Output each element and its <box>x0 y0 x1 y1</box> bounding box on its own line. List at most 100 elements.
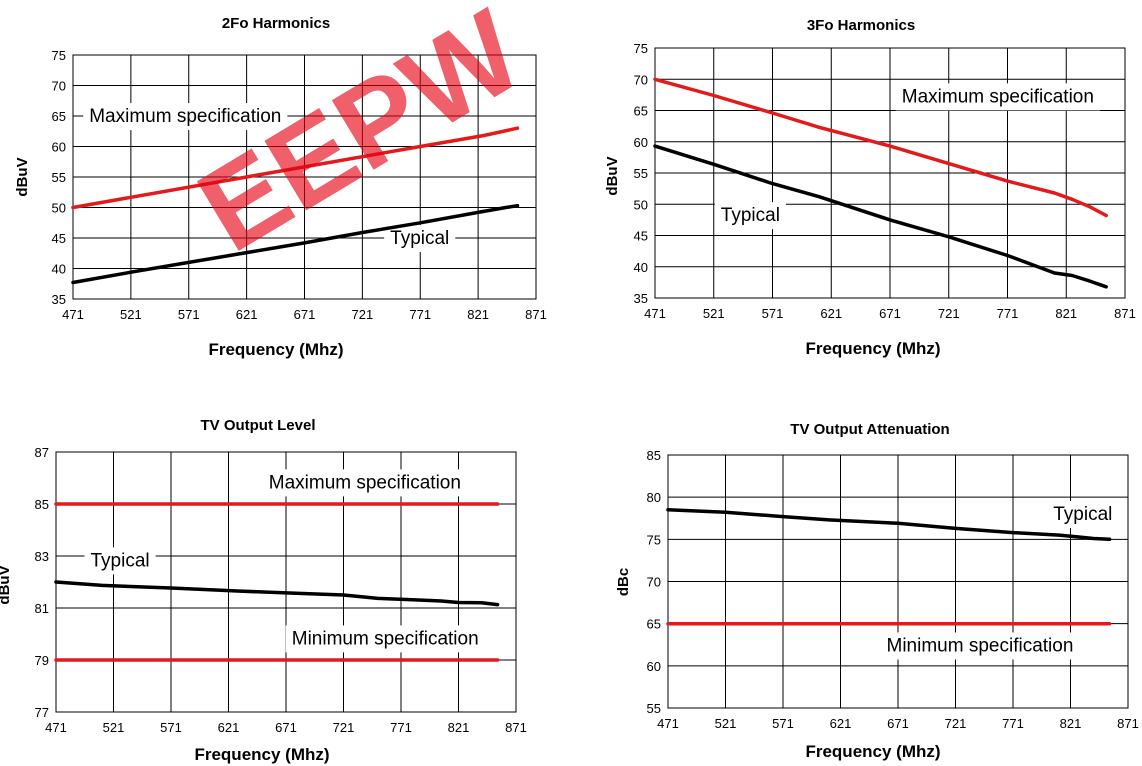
y-tick-label: 40 <box>52 262 66 277</box>
x-tick-label: 721 <box>333 720 355 735</box>
chart-title: 2Fo Harmonics <box>222 15 330 32</box>
x-tick-label: 871 <box>505 720 527 735</box>
x-tick-label: 521 <box>120 307 142 322</box>
y-tick-label: 70 <box>52 79 66 94</box>
y-tick-label: 75 <box>634 41 648 56</box>
y-tick-label: 40 <box>634 260 648 275</box>
x-tick-label: 671 <box>294 307 316 322</box>
y-axis-label: dBuV <box>14 157 31 196</box>
y-axis-label: dBuV <box>604 156 621 195</box>
chart-panels: 471 521 571 621 671 721 771 821 871 35 40 45 50 55 60 6… <box>0 15 1139 764</box>
typical-line <box>653 144 1108 289</box>
x-tick-label: 471 <box>62 307 84 322</box>
x-axis-label: Frequency (Mhz) <box>805 742 940 761</box>
chart-2fo-harmonics: 471 521 571 621 671 721 771 821 871 35 40 45 50 55 60 6… <box>14 15 547 359</box>
y-tick-label: 83 <box>35 549 49 564</box>
annotation-minimum-specification: Minimum specification <box>292 628 479 649</box>
y-tick-label: 75 <box>647 532 661 547</box>
y-tick-label: 79 <box>35 653 49 668</box>
annotation-background <box>880 632 1080 660</box>
chart-tv-output-attenuation: 471 521 571 621 671 721 771 821 871 55 60 65 70 75 80 8… <box>615 421 1139 761</box>
y-tick-label: 85 <box>647 448 661 463</box>
annotation-background <box>384 225 456 253</box>
chart-title: 3Fo Harmonics <box>807 17 915 34</box>
typical-line <box>71 203 520 285</box>
y-tick-label: 65 <box>52 109 66 124</box>
x-tick-label: 821 <box>1060 716 1082 731</box>
x-tick-label: 471 <box>644 306 666 321</box>
x-tick-label: 721 <box>945 716 967 731</box>
x-tick-label: 621 <box>830 716 852 731</box>
y-tick-label: 45 <box>634 229 648 244</box>
chart-title: TV Output Level <box>200 417 315 434</box>
x-tick-label: 771 <box>390 720 412 735</box>
y-axis-label: dBuV <box>0 565 13 604</box>
annotation-minimum-specification: Minimum specification <box>887 635 1074 656</box>
chart-3fo-harmonics: 471 521 571 621 671 721 771 821 871 35 40 45 50 55 60 6… <box>604 17 1136 358</box>
y-axis-label: dBc <box>615 568 632 596</box>
annotation-background <box>714 202 786 230</box>
annotation-typical: Typical <box>1053 504 1112 525</box>
y-tick-label: 55 <box>52 170 66 185</box>
y-tick-label: 80 <box>647 490 661 505</box>
x-tick-label: 571 <box>772 716 794 731</box>
annotation-maximum-specification: Maximum specification <box>89 106 281 127</box>
y-tick-label: 35 <box>52 292 66 307</box>
annotation-background <box>83 103 288 131</box>
x-tick-label: 671 <box>879 306 901 321</box>
x-tick-label: 521 <box>715 716 737 731</box>
y-tick-label: 85 <box>35 497 49 512</box>
x-tick-label: 671 <box>887 716 909 731</box>
x-tick-label: 871 <box>1117 716 1139 731</box>
x-tick-label: 621 <box>820 306 842 321</box>
typical-line <box>54 580 500 607</box>
x-tick-label: 871 <box>525 307 547 322</box>
maximum-line <box>71 126 520 210</box>
x-tick-label: 571 <box>178 307 200 322</box>
x-tick-label: 671 <box>275 720 297 735</box>
x-tick-label: 521 <box>103 720 125 735</box>
annotation-typical: Typical <box>91 550 150 571</box>
x-tick-label: 821 <box>467 307 489 322</box>
x-tick-label: 621 <box>218 720 240 735</box>
y-tick-label: 60 <box>634 135 648 150</box>
x-tick-label: 771 <box>997 306 1019 321</box>
annotation-background <box>84 547 156 575</box>
y-tick-label: 55 <box>634 166 648 181</box>
chart-tv-output-level: 471 521 571 621 671 721 771 821 871 77 79 81 83 85 87 M… <box>0 417 527 764</box>
annotation-background <box>1047 500 1119 528</box>
y-tick-label: 60 <box>647 659 661 674</box>
x-tick-label: 771 <box>409 307 431 322</box>
y-tick-label: 35 <box>634 291 648 306</box>
x-tick-label: 571 <box>160 720 182 735</box>
y-tick-label: 60 <box>52 140 66 155</box>
y-tick-label: 87 <box>35 445 49 460</box>
x-tick-label: 721 <box>938 306 960 321</box>
annotation-background <box>895 83 1100 111</box>
x-tick-label: 471 <box>45 720 67 735</box>
x-tick-label: 721 <box>352 307 374 322</box>
y-tick-label: 70 <box>647 575 661 590</box>
y-tick-label: 65 <box>647 617 661 632</box>
annotation-maximum-specification: Maximum specification <box>269 472 461 493</box>
plot-frame <box>72 54 537 300</box>
annotation-typical: Typical <box>390 228 449 249</box>
plot-frame <box>654 47 1126 299</box>
chart-title: TV Output Attenuation <box>790 421 949 438</box>
x-tick-label: 821 <box>1055 306 1077 321</box>
y-tick-label: 75 <box>52 48 66 63</box>
typical-line <box>666 508 1112 542</box>
x-tick-label: 521 <box>703 306 725 321</box>
y-tick-label: 45 <box>52 231 66 246</box>
y-tick-label: 77 <box>35 705 49 720</box>
y-tick-label: 50 <box>634 197 648 212</box>
y-tick-label: 81 <box>35 601 49 616</box>
x-tick-label: 771 <box>1002 716 1024 731</box>
x-tick-label: 571 <box>762 306 784 321</box>
x-tick-label: 871 <box>1114 306 1136 321</box>
x-axis-label: Frequency (Mhz) <box>194 745 329 764</box>
x-axis-label: Frequency (Mhz) <box>208 340 343 359</box>
x-tick-label: 471 <box>657 716 679 731</box>
annotation-background <box>262 469 467 497</box>
